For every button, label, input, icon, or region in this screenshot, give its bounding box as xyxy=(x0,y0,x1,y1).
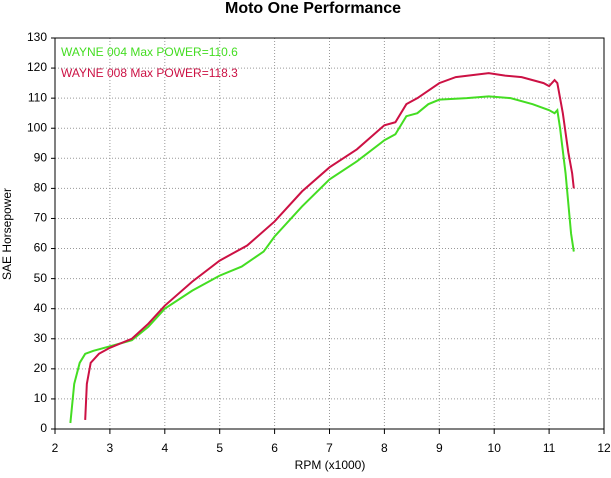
plot-frame xyxy=(54,37,605,430)
x-tick-label: 8 xyxy=(381,441,388,455)
y-axis-label: SAE Horsepower xyxy=(0,188,14,280)
chart-title: Moto One Performance xyxy=(225,0,401,17)
y-tick-label: 20 xyxy=(34,361,48,375)
y-tick-label: 0 xyxy=(40,421,47,435)
x-tick-label: 9 xyxy=(436,441,443,455)
y-tick-label: 70 xyxy=(34,211,48,225)
x-tick-label: 4 xyxy=(161,441,168,455)
legend-entry: WAYNE 008 Max POWER=118.3 xyxy=(61,66,238,80)
x-axis-label: RPM (x1000) xyxy=(295,458,366,472)
y-tick-label: 120 xyxy=(27,60,47,74)
x-tick-label: 5 xyxy=(216,441,223,455)
y-tick-label: 30 xyxy=(34,331,48,345)
y-tick-label: 110 xyxy=(28,90,47,104)
y-tick-label: 90 xyxy=(34,150,48,164)
x-tick-label: 11 xyxy=(543,441,556,455)
y-tick-label: 50 xyxy=(34,271,48,285)
series-line xyxy=(69,95,575,424)
y-tick-label: 10 xyxy=(34,391,48,405)
series-line xyxy=(84,72,575,421)
y-tick-label: 60 xyxy=(34,241,48,255)
y-tick-label: 80 xyxy=(34,181,48,195)
x-tick-label: 3 xyxy=(107,441,114,455)
x-tick-label: 10 xyxy=(488,441,502,455)
x-tick-label: 2 xyxy=(52,441,59,455)
x-tick-label: 6 xyxy=(271,441,278,455)
y-tick-label: 100 xyxy=(27,120,47,134)
y-tick-label: 40 xyxy=(34,301,48,315)
x-tick-label: 12 xyxy=(597,441,611,455)
x-tick-label: 7 xyxy=(326,441,333,455)
legend-entry: WAYNE 004 Max POWER=110.6 xyxy=(61,45,238,59)
y-tick-label: 130 xyxy=(27,30,47,44)
